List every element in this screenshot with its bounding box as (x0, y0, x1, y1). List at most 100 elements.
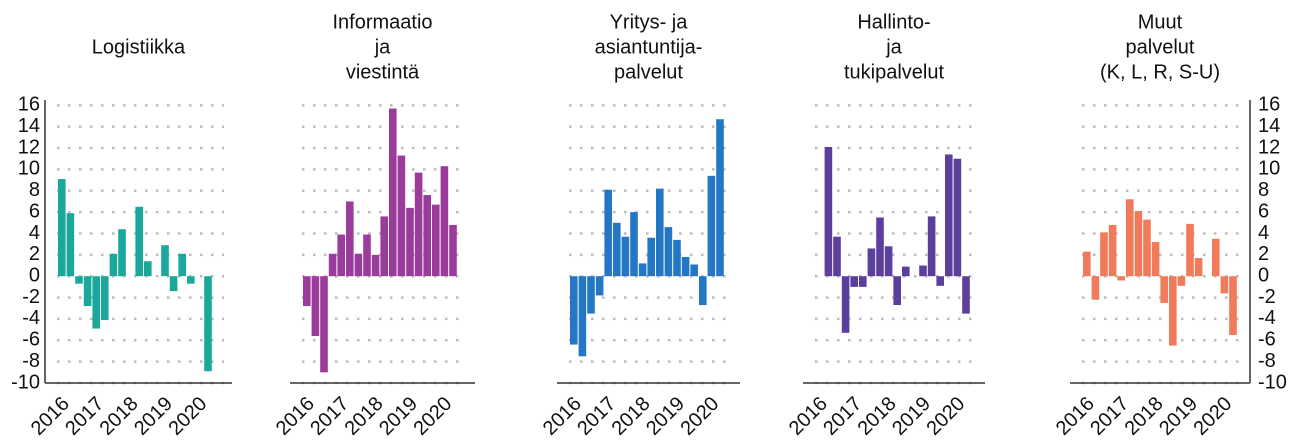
chart-title: Hallinto- (857, 11, 930, 33)
bar (867, 248, 876, 277)
x-tick-label: 2016 (785, 393, 832, 440)
chart-title: palvelut (614, 61, 683, 83)
bar (953, 158, 962, 277)
bar (371, 254, 380, 277)
chart-title: Informaatio (332, 11, 432, 33)
bar (1151, 242, 1160, 277)
x-tick-label: 2017 (1086, 393, 1133, 440)
bar (414, 172, 423, 277)
bar (613, 222, 621, 277)
x-tick-label: 2019 (1155, 393, 1202, 440)
bar (75, 276, 83, 284)
bar (962, 276, 970, 314)
bar (337, 234, 345, 277)
bar (389, 108, 397, 277)
bar (673, 239, 681, 277)
chart-title: tukipalvelut (844, 61, 945, 83)
bar (919, 265, 927, 277)
x-tick-label: 2020 (409, 393, 456, 440)
y-tick-label: -4 (1258, 307, 1276, 329)
bar (595, 276, 604, 296)
chart-title: viestintä (346, 61, 420, 83)
y-tick-label: 4 (29, 222, 40, 244)
bar (1083, 251, 1091, 277)
x-tick-label: 2016 (539, 393, 586, 440)
y-tick-label: 16 (18, 94, 40, 116)
bar (92, 276, 100, 329)
y-tick-label: 8 (1258, 179, 1269, 201)
x-tick-label: 2016 (27, 393, 74, 440)
x-tick-label: 2018 (854, 393, 901, 440)
chart-title: ja (374, 36, 391, 58)
bar (328, 253, 337, 277)
y-tick-label: 10 (1258, 158, 1280, 180)
bar (833, 236, 841, 277)
bar (902, 266, 910, 277)
bar (204, 276, 212, 372)
bar (936, 276, 944, 286)
bar (664, 227, 673, 277)
y-tick-label: 16 (1258, 94, 1280, 116)
bar (587, 276, 595, 314)
bar (621, 236, 630, 277)
y-tick-label: 6 (29, 200, 40, 222)
x-tick-label: 2016 (1052, 393, 1099, 440)
bar (1177, 276, 1186, 286)
y-tick-label: 8 (29, 179, 40, 201)
chart-title: palvelut (1126, 36, 1195, 58)
bar (1143, 219, 1151, 277)
y-tick-label: 2 (29, 243, 40, 265)
bar (320, 276, 328, 373)
bar (893, 276, 901, 306)
bar (406, 207, 414, 277)
bar (144, 261, 152, 277)
bar (656, 188, 664, 277)
bar (423, 195, 431, 277)
x-tick-label: 2019 (642, 393, 689, 440)
x-tick-label: 2020 (1189, 393, 1236, 440)
y-tick-label: -10 (11, 371, 40, 393)
x-tick-label: 2018 (1121, 393, 1168, 440)
bar (1100, 232, 1108, 277)
x-tick-label: 2017 (573, 393, 620, 440)
bar (1108, 224, 1117, 277)
y-tick-label: 14 (1258, 115, 1280, 137)
bar (638, 263, 647, 277)
x-tick-label: 2019 (130, 393, 177, 440)
x-tick-label: 2018 (608, 393, 655, 440)
bar (570, 276, 578, 345)
x-tick-label: 2020 (164, 393, 211, 440)
bar (647, 237, 655, 277)
bar (690, 264, 698, 277)
chart-title: Logistiikka (92, 36, 186, 58)
y-tick-label: 10 (18, 158, 40, 180)
bar (83, 276, 92, 307)
x-tick-label: 2018 (96, 393, 143, 440)
bar (432, 204, 440, 277)
bar (354, 253, 363, 277)
y-tick-label: -8 (22, 350, 40, 372)
bar (380, 216, 388, 277)
bar (135, 206, 143, 277)
bar (1117, 276, 1125, 281)
y-tick-label: 14 (18, 115, 40, 137)
bar (187, 276, 195, 284)
bar (440, 166, 449, 277)
bar (578, 276, 587, 357)
bar (699, 276, 707, 306)
x-tick-label: 2020 (922, 393, 969, 440)
y-tick-label: 12 (1258, 136, 1280, 158)
y-tick-label: 6 (1258, 200, 1269, 222)
bar (109, 253, 118, 277)
bar (1194, 258, 1203, 277)
bar (884, 246, 893, 277)
bar (630, 212, 638, 277)
bar (118, 229, 126, 277)
bar (1160, 276, 1168, 303)
bar (859, 276, 867, 287)
bar (346, 201, 354, 277)
bar (363, 234, 371, 277)
bar (1186, 223, 1194, 277)
bar (303, 276, 311, 307)
